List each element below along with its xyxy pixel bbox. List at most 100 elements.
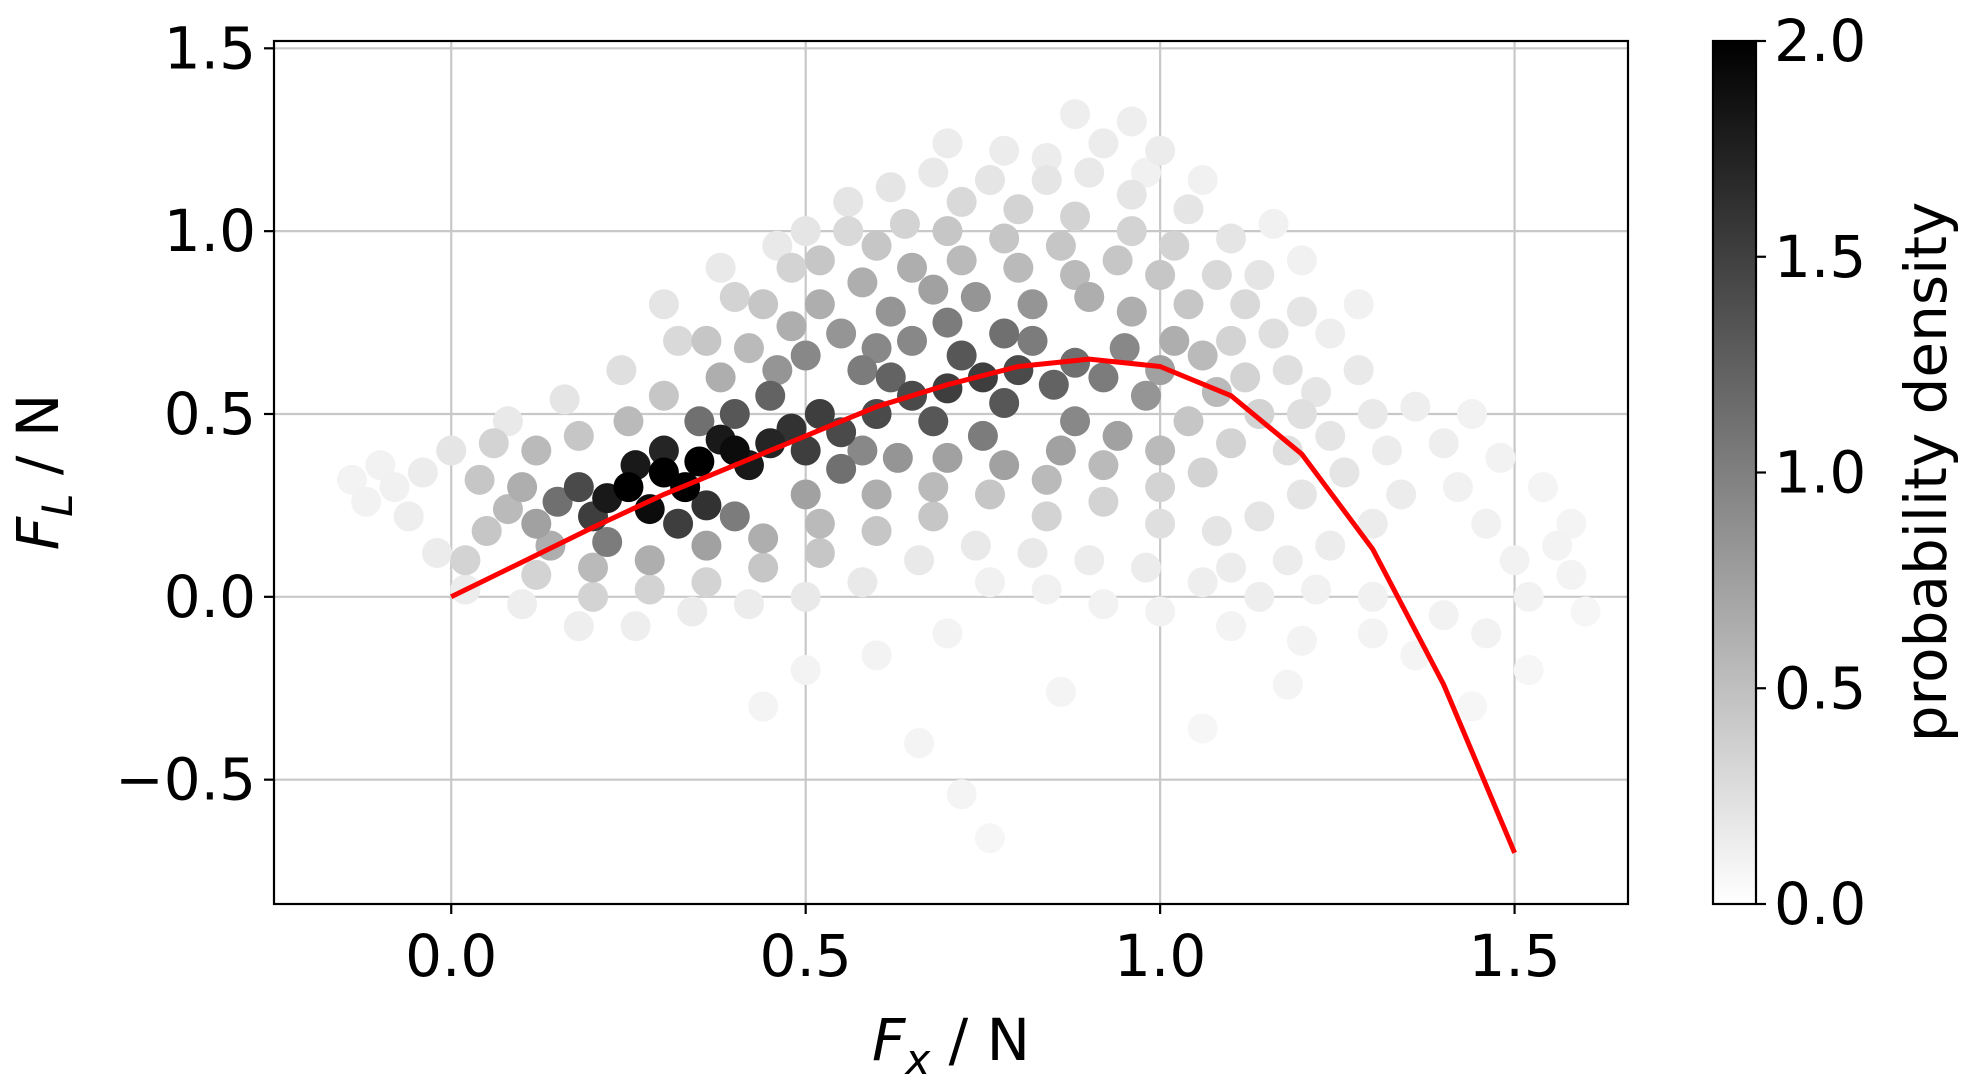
scatter-point (1556, 559, 1587, 590)
scatter-point (1513, 654, 1544, 685)
scatter-point (762, 230, 793, 261)
scatter-point (1428, 600, 1459, 631)
scatter-point (1570, 596, 1601, 627)
scatter-point (1457, 398, 1488, 429)
scatter-point (705, 252, 736, 283)
scatter-point (521, 435, 552, 466)
scatter-point (974, 164, 1005, 195)
scatter-point (1244, 581, 1275, 612)
scatter-point (563, 611, 594, 642)
scatter-point (691, 325, 722, 356)
scatter-point (861, 230, 892, 261)
scatter-point (1088, 450, 1119, 481)
scatter-point (1357, 618, 1388, 649)
scatter-point (804, 508, 835, 539)
scatter-point (407, 457, 438, 488)
scatter-point (1272, 435, 1303, 466)
scatter-point (790, 216, 821, 247)
scatter-point (578, 552, 609, 583)
scatter-point (684, 446, 715, 477)
scatter-point (932, 307, 963, 338)
scatter-point (861, 479, 892, 510)
scatter-point (648, 289, 679, 320)
scatter-point (1386, 479, 1417, 510)
scatter-point (1109, 333, 1140, 364)
scatter-point (1074, 281, 1105, 312)
scatter-point (1244, 501, 1275, 532)
scatter-point (1301, 377, 1332, 408)
scatter-point (875, 296, 906, 327)
scatter-point (974, 823, 1005, 854)
scatter-point (861, 640, 892, 671)
scatter-point (563, 472, 594, 503)
scatter-point (521, 559, 552, 590)
scatter-point (365, 450, 396, 481)
scatter-point (946, 340, 977, 371)
scatter-point (804, 245, 835, 276)
scatter-point (748, 289, 779, 320)
scatter-point (1315, 318, 1346, 349)
scatter-point (1074, 157, 1105, 188)
scatter-point (733, 333, 764, 364)
scatter-point (1357, 508, 1388, 539)
scatter-point (563, 420, 594, 451)
scatter-point (606, 355, 637, 386)
scatter-point (1343, 355, 1374, 386)
scatter-point (634, 494, 665, 525)
scatter-point (1499, 545, 1530, 576)
scatter-point (974, 567, 1005, 598)
scatter-point (918, 501, 949, 532)
scatter-point (1130, 380, 1161, 411)
scatter-point (1017, 289, 1048, 320)
colorbar-tick-label: 1.0 (1774, 439, 1866, 507)
colorbar-tick-label: 0.0 (1774, 870, 1866, 938)
scatter-point (875, 362, 906, 393)
scatter-point (1045, 435, 1076, 466)
scatter-point (1116, 179, 1147, 210)
scatter-point (1187, 457, 1218, 488)
scatter-point (790, 340, 821, 371)
scatter-point (847, 435, 878, 466)
scatter-point (932, 442, 963, 473)
scatter-point (804, 398, 835, 429)
scatter-point (918, 274, 949, 305)
scatter-point (847, 567, 878, 598)
scatter-point (989, 135, 1020, 166)
scatter-point (1216, 223, 1247, 254)
scatter-point (719, 501, 750, 532)
x-axis-label: Fx / N (872, 1006, 1030, 1084)
scatter-point (989, 450, 1020, 481)
scatter-point (989, 223, 1020, 254)
scatter-point (351, 486, 382, 517)
scatter-point (733, 589, 764, 620)
scatter-point (790, 479, 821, 510)
scatter-point (1088, 128, 1119, 159)
colorbar-tick-label: 2.0 (1774, 7, 1866, 75)
scatter-point (1471, 618, 1502, 649)
scatter-point (1471, 508, 1502, 539)
scatter-point (1060, 406, 1091, 437)
scatter-point (1371, 435, 1402, 466)
x-axis-ticks: 0.0 0.5 1.0 1.5 (405, 904, 1561, 990)
scatter-point (393, 501, 424, 532)
y-tick-label: 1.0 (164, 197, 256, 265)
scatter-point (492, 406, 523, 437)
scatter-point (1286, 479, 1317, 510)
scatter-point (1513, 581, 1544, 612)
scatter-point (1357, 581, 1388, 612)
scatter-point (436, 435, 467, 466)
scatter-point (932, 618, 963, 649)
scatter-point (1527, 472, 1558, 503)
scatter-point (1173, 289, 1204, 320)
scatter-point (1116, 106, 1147, 137)
scatter-point (1031, 464, 1062, 495)
colorbar-ticks: 0.0 0.5 1.0 1.5 2.0 (1756, 7, 1866, 938)
scatter-point (1230, 362, 1261, 393)
scatter-point (946, 245, 977, 276)
scatter-point (918, 157, 949, 188)
scatter-point (1102, 420, 1133, 451)
scatter-point (1159, 230, 1190, 261)
colorbar-label: probability density (1892, 202, 1960, 743)
scatter-point (1130, 157, 1161, 188)
